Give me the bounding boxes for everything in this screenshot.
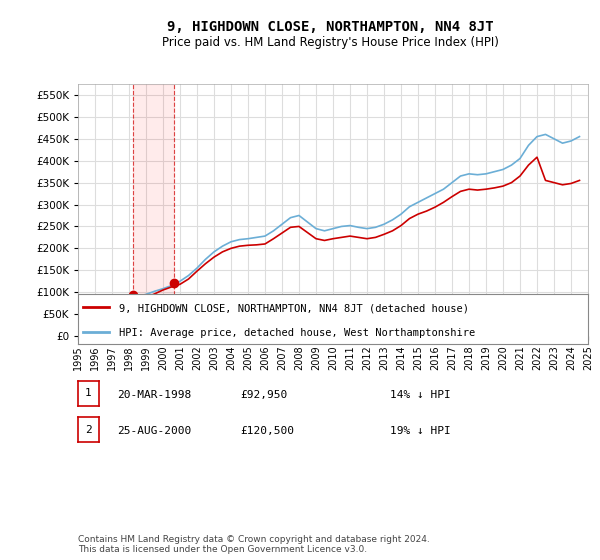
Text: £92,950: £92,950: [240, 390, 287, 400]
Text: 19% ↓ HPI: 19% ↓ HPI: [390, 426, 451, 436]
Text: 20-MAR-1998: 20-MAR-1998: [117, 390, 191, 400]
Text: 9, HIGHDOWN CLOSE, NORTHAMPTON, NN4 8JT: 9, HIGHDOWN CLOSE, NORTHAMPTON, NN4 8JT: [167, 20, 493, 34]
Text: HPI: Average price, detached house, West Northamptonshire: HPI: Average price, detached house, West…: [119, 328, 475, 338]
Text: Price paid vs. HM Land Registry's House Price Index (HPI): Price paid vs. HM Land Registry's House …: [161, 36, 499, 49]
Text: Contains HM Land Registry data © Crown copyright and database right 2024.
This d: Contains HM Land Registry data © Crown c…: [78, 535, 430, 554]
Text: 2: 2: [85, 425, 92, 435]
Text: 1: 1: [85, 389, 92, 398]
Bar: [133, 84, 174, 336]
Text: 14% ↓ HPI: 14% ↓ HPI: [390, 390, 451, 400]
Text: 9, HIGHDOWN CLOSE, NORTHAMPTON, NN4 8JT (detached house): 9, HIGHDOWN CLOSE, NORTHAMPTON, NN4 8JT …: [119, 303, 469, 313]
Text: £120,500: £120,500: [240, 426, 294, 436]
Text: 25-AUG-2000: 25-AUG-2000: [117, 426, 191, 436]
